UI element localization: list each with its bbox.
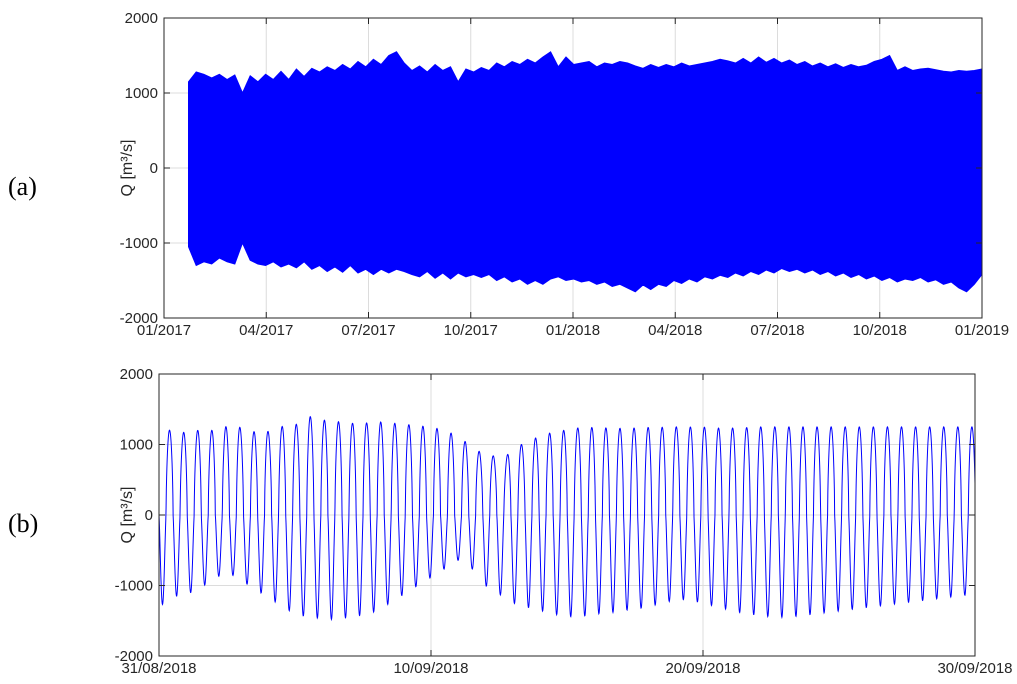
y-tick-label: 1000 [120,437,153,454]
x-tick-label: 01/2019 [955,322,1009,339]
panel-a-chart: (a) Q [m³/s] -2000 -1000 0 1000 2000 01/2017… [8,10,1009,339]
x-tick-label: 10/2017 [444,322,498,339]
y-tick-label: 2000 [120,366,153,383]
x-tick-label: 10/2018 [853,322,907,339]
y-tick-label: -1000 [120,235,158,252]
series-flow-line [188,51,983,292]
x-tick-label: 01/2018 [546,322,600,339]
y-tick-label: 0 [150,160,158,177]
series-flow-line [158,415,976,622]
y-tick-label: 0 [145,507,153,524]
x-tick-label: 20/09/2018 [665,660,740,677]
y-tick-label: -1000 [115,578,153,595]
y-tick-label: 1000 [125,85,158,102]
x-tick-label: 10/09/2018 [393,660,468,677]
x-tick-label: 04/2018 [648,322,702,339]
y-tick-label: -2000 [115,648,153,665]
x-tick-label: 04/2017 [239,322,293,339]
panel-b-label: (b) [8,509,38,538]
x-tick-label: 30/09/2018 [937,660,1012,677]
y-tick-label: -2000 [120,310,158,327]
x-tick-label: 07/2018 [750,322,804,339]
panel-a-label: (a) [8,172,37,201]
y-tick-label: 2000 [125,10,158,27]
panel-b-chart: (b) Q [m³/s] -2000 -1000 0 1000 2000 31/08/2… [8,366,1013,677]
x-tick-label: 31/08/2018 [121,660,196,677]
panel-a-y-axis-label: Q [m³/s] [119,140,136,197]
panel-b-y-axis-label: Q [m³/s] [119,487,136,544]
x-tick-label: 07/2017 [341,322,395,339]
x-tick-label: 01/2017 [137,322,191,339]
